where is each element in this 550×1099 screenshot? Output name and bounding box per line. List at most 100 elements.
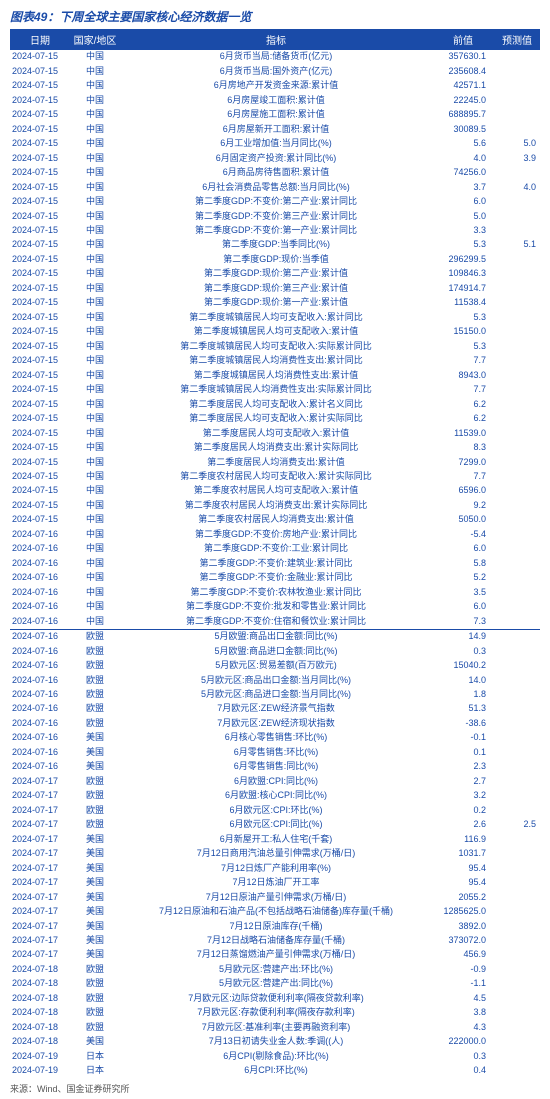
table-row: 2024-07-15中国第二季度GDP:不变价:第二产业:累计同比6.0 <box>10 195 540 209</box>
cell-indicator: 6月房屋新开工面积:累计值 <box>120 122 432 136</box>
cell-prev: 5.3 <box>432 339 494 353</box>
table-row: 2024-07-16欧盟5月欧盟:商品出口金额:同比(%)14.9 <box>10 629 540 644</box>
cell-date: 2024-07-15 <box>10 397 70 411</box>
table-row: 2024-07-15中国6月工业增加值:当月同比(%)5.65.0 <box>10 137 540 151</box>
cell-date: 2024-07-15 <box>10 166 70 180</box>
table-row: 2024-07-16美国6月核心零售销售:环比(%)-0.1 <box>10 731 540 745</box>
cell-region: 中国 <box>70 209 120 223</box>
table-row: 2024-07-17欧盟6月欧元区:CPI:同比(%)2.62.5 <box>10 818 540 832</box>
cell-prev: 95.4 <box>432 861 494 875</box>
table-row: 2024-07-18欧盟5月欧元区:营建产出:同比(%)-1.1 <box>10 977 540 991</box>
cell-indicator: 第二季度GDP:现价:当季值 <box>120 253 432 267</box>
cell-prev: 7.7 <box>432 383 494 397</box>
table-row: 2024-07-17欧盟6月欧盟:CPI:同比(%)2.7 <box>10 774 540 788</box>
cell-region: 中国 <box>70 527 120 541</box>
cell-indicator: 5月欧元区:贸易差额(百万欧元) <box>120 659 432 673</box>
cell-region: 中国 <box>70 325 120 339</box>
cell-forecast <box>494 556 540 570</box>
cell-region: 美国 <box>70 890 120 904</box>
cell-prev: 3.8 <box>432 1006 494 1020</box>
table-row: 2024-07-15中国第二季度城镇居民人均可支配收入:实际累计同比5.3 <box>10 339 540 353</box>
cell-date: 2024-07-16 <box>10 527 70 541</box>
cell-indicator: 6月欧元区:CPI:同比(%) <box>120 818 432 832</box>
cell-prev: 14.9 <box>432 629 494 644</box>
cell-region: 中国 <box>70 600 120 614</box>
table-row: 2024-07-15中国第二季度居民人均可支配收入:累计实际同比6.2 <box>10 412 540 426</box>
cell-date: 2024-07-16 <box>10 556 70 570</box>
cell-prev: 6.0 <box>432 542 494 556</box>
cell-region: 欧盟 <box>70 1006 120 1020</box>
cell-region: 美国 <box>70 934 120 948</box>
cell-prev: -1.1 <box>432 977 494 991</box>
cell-date: 2024-07-15 <box>10 441 70 455</box>
cell-region: 中国 <box>70 296 120 310</box>
cell-prev: 22245.0 <box>432 93 494 107</box>
cell-region: 中国 <box>70 441 120 455</box>
cell-forecast <box>494 253 540 267</box>
cell-forecast <box>494 209 540 223</box>
table-row: 2024-07-15中国6月房地产开发资金来源:累计值42571.1 <box>10 79 540 93</box>
table-row: 2024-07-17欧盟6月欧盟:核心CPI:同比(%)3.2 <box>10 789 540 803</box>
cell-indicator: 7月欧元区:ZEW经济现状指数 <box>120 717 432 731</box>
table-row: 2024-07-17美国7月12日炼厂产能利用率(%)95.4 <box>10 861 540 875</box>
cell-forecast <box>494 861 540 875</box>
cell-indicator: 第二季度农村居民人均可支配收入:累计实际同比 <box>120 470 432 484</box>
cell-region: 日本 <box>70 1064 120 1078</box>
cell-indicator: 第二季度农村居民人均消费支出:累计实际同比 <box>120 499 432 513</box>
table-row: 2024-07-15中国第二季度城镇居民人均消费性支出:实际累计同比7.7 <box>10 383 540 397</box>
cell-prev: 5.0 <box>432 209 494 223</box>
chart-title: 图表49：下周全球主要国家核心经济数据一览 <box>10 4 540 29</box>
cell-indicator: 7月欧元区:边际贷款便利利率(隔夜贷款利率) <box>120 991 432 1005</box>
cell-prev: 2055.2 <box>432 890 494 904</box>
cell-forecast <box>494 600 540 614</box>
cell-forecast <box>494 702 540 716</box>
table-row: 2024-07-15中国第二季度农村居民人均消费支出:累计值5050.0 <box>10 513 540 527</box>
cell-region: 中国 <box>70 339 120 353</box>
cell-date: 2024-07-17 <box>10 890 70 904</box>
cell-indicator: 7月12日原油产量引伸需求(万桶/日) <box>120 890 432 904</box>
cell-date: 2024-07-15 <box>10 368 70 382</box>
cell-region: 欧盟 <box>70 688 120 702</box>
cell-forecast <box>494 397 540 411</box>
table-row: 2024-07-15中国第二季度农村居民人均可支配收入:累计实际同比7.7 <box>10 470 540 484</box>
table-row: 2024-07-16欧盟7月欧元区:ZEW经济景气指数51.3 <box>10 702 540 716</box>
cell-prev: 222000.0 <box>432 1035 494 1049</box>
cell-prev: 688895.7 <box>432 108 494 122</box>
cell-prev: 8.3 <box>432 441 494 455</box>
cell-date: 2024-07-15 <box>10 282 70 296</box>
cell-prev: 0.4 <box>432 1064 494 1078</box>
cell-prev: 5.3 <box>432 238 494 252</box>
cell-date: 2024-07-15 <box>10 296 70 310</box>
cell-region: 中国 <box>70 499 120 513</box>
cell-prev: 7299.0 <box>432 455 494 469</box>
cell-prev: 5.8 <box>432 556 494 570</box>
cell-forecast <box>494 644 540 658</box>
table-row: 2024-07-15中国第二季度GDP:不变价:第三产业:累计同比5.0 <box>10 209 540 223</box>
cell-indicator: 7月12日商用汽油总量引伸需求(万桶/日) <box>120 847 432 861</box>
cell-region: 中国 <box>70 151 120 165</box>
cell-prev: 42571.1 <box>432 79 494 93</box>
cell-date: 2024-07-15 <box>10 455 70 469</box>
table-row: 2024-07-17美国7月12日原油库存(千桶)3892.0 <box>10 919 540 933</box>
cell-indicator: 第二季度城镇居民人均可支配收入:累计值 <box>120 325 432 339</box>
cell-prev: 9.2 <box>432 499 494 513</box>
cell-prev: 7.7 <box>432 354 494 368</box>
table-row: 2024-07-15中国6月房屋新开工面积:累计值30089.5 <box>10 122 540 136</box>
cell-region: 中国 <box>70 513 120 527</box>
cell-region: 中国 <box>70 267 120 281</box>
cell-region: 美国 <box>70 847 120 861</box>
cell-date: 2024-07-17 <box>10 847 70 861</box>
cell-prev: 6.0 <box>432 600 494 614</box>
table-row: 2024-07-17美国7月12日原油产量引伸需求(万桶/日)2055.2 <box>10 890 540 904</box>
cell-prev: 2.3 <box>432 760 494 774</box>
table-row: 2024-07-15中国6月固定资产投资:累计同比(%)4.03.9 <box>10 151 540 165</box>
cell-forecast <box>494 527 540 541</box>
table-row: 2024-07-16中国第二季度GDP:不变价:房地产业:累计同比-5.4 <box>10 527 540 541</box>
table-row: 2024-07-16美国6月零售销售:同比(%)2.3 <box>10 760 540 774</box>
table-row: 2024-07-15中国第二季度居民人均消费支出:累计值7299.0 <box>10 455 540 469</box>
cell-forecast <box>494 224 540 238</box>
table-row: 2024-07-18欧盟5月欧元区:营建产出:环比(%)-0.9 <box>10 963 540 977</box>
cell-prev: 7.7 <box>432 470 494 484</box>
cell-forecast <box>494 717 540 731</box>
table-header-row: 日期 国家/地区 指标 前值 预测值 <box>10 29 540 50</box>
